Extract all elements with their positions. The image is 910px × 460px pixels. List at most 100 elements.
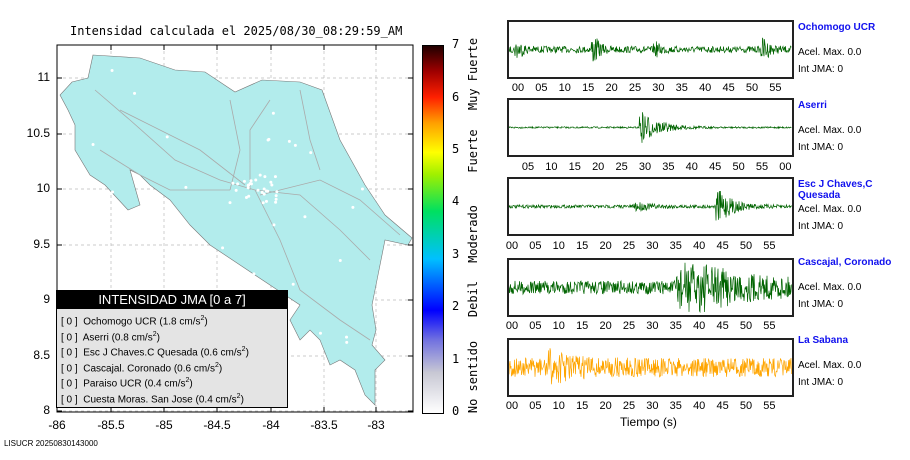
- station-dot: [232, 78, 236, 82]
- legend-row: [ 0 ] Aserri (0.8 cm/s2): [61, 330, 160, 343]
- time-tick-label: 05: [529, 320, 542, 332]
- time-tick-label: 45: [716, 320, 729, 332]
- station-dot: [260, 190, 264, 194]
- station-dot: [293, 143, 297, 147]
- time-tick-label: 40: [699, 82, 712, 94]
- colorbar-tick: 7: [452, 37, 460, 52]
- time-tick-label: 20: [599, 400, 612, 412]
- time-tick-label: 30: [652, 82, 665, 94]
- time-tick-label: 10: [558, 82, 571, 94]
- legend-row: [ 0 ] Esc J Chaves.C Quesada (0.6 cm/s2): [61, 346, 249, 359]
- time-tick-label: 50: [739, 320, 753, 332]
- legend-exponent: 2: [236, 392, 241, 400]
- intensity-colorbar: [422, 45, 444, 414]
- station-name: Aserri: [798, 100, 827, 111]
- time-tick-label: 15: [576, 240, 589, 252]
- waveform-trace: [508, 348, 792, 385]
- waveform-trace: [508, 262, 792, 314]
- legend-station: Ochomogo UCR (1.8 cm/s: [83, 316, 201, 328]
- station-dot: [318, 331, 322, 335]
- time-tick-label: 05: [535, 82, 548, 94]
- waveform-line: [508, 190, 792, 221]
- time-tick-label: 20: [605, 82, 618, 94]
- colorbar-tick: 0: [452, 404, 460, 418]
- legend-intensity: [ 0 ]: [61, 331, 78, 343]
- road: [99, 149, 230, 191]
- legend-station: Aserri (0.8 cm/s: [82, 331, 153, 343]
- legend-station: Cuesta Moras. San Jose (0.4 cm/s: [83, 393, 237, 405]
- max-acceleration: Acel. Max. 0.0: [798, 282, 862, 293]
- legend-intensity: [ 0 ]: [61, 316, 78, 328]
- time-tick-label: 50: [745, 82, 759, 94]
- costa-rica-land: [59, 54, 413, 406]
- x-axis-label: Tiempo (s): [620, 415, 677, 429]
- colorbar-tick: 4: [452, 194, 460, 209]
- time-tick-label: 35: [669, 240, 682, 252]
- time-tick-label: 30: [638, 161, 652, 173]
- x-tick-label: -83: [367, 418, 385, 432]
- time-tick-label: 55: [755, 161, 769, 173]
- time-tick-label: 05: [521, 161, 535, 173]
- waveform-panel: [507, 177, 794, 236]
- time-tick-label: 15: [576, 400, 589, 412]
- time-tick-label: 05: [529, 240, 542, 252]
- station-dot: [234, 188, 238, 192]
- legend-exponent: 2: [200, 315, 205, 322]
- station-dot: [231, 181, 235, 185]
- waveform-trace: [508, 190, 792, 221]
- road: [254, 189, 371, 341]
- waveform-line: [508, 112, 792, 143]
- time-tick-label: 35: [669, 320, 682, 332]
- waveform-panel: [507, 338, 794, 397]
- station-dot: [122, 215, 126, 219]
- time-tick-label: 30: [646, 400, 659, 412]
- x-tick-label: -85: [155, 418, 173, 432]
- time-tick-label: 45: [716, 400, 729, 412]
- intensity-legend: INTENSIDAD JMA [0 a 7] [ 0 ] Ochomogo UC…: [56, 290, 288, 408]
- waveform-line: [508, 262, 792, 314]
- station-dot: [264, 199, 268, 203]
- station-dot: [271, 111, 275, 115]
- waveform-line: [508, 37, 792, 62]
- waveform-panel: [507, 98, 794, 157]
- station-dot: [246, 186, 250, 190]
- station-dot: [287, 139, 291, 143]
- time-tick-label: 35: [662, 161, 675, 173]
- time-tick-label: 25: [622, 400, 636, 412]
- station-dot: [291, 282, 295, 286]
- time-tick-label: 00: [505, 240, 519, 252]
- jma-intensity: Int JMA: 0: [798, 377, 844, 388]
- station-dot: [246, 183, 250, 187]
- time-tick-label: 15: [582, 82, 595, 94]
- road: [119, 109, 246, 186]
- x-tick-label: -83.5: [310, 418, 338, 432]
- legend-station: Esc J Chaves.C Quesada (0.6 cm/s: [83, 347, 242, 359]
- time-tick-label: 25: [622, 240, 636, 252]
- station-dot: [249, 179, 253, 183]
- station-dot: [360, 187, 364, 191]
- station-dot: [267, 137, 271, 141]
- road: [259, 179, 401, 236]
- station-dot: [149, 237, 153, 241]
- footer-id: LISUCR 20250830143000: [4, 439, 98, 448]
- station-dot: [184, 227, 188, 231]
- time-tick-label: 00: [779, 161, 792, 173]
- map-title: Intensidad calculada el 2025/08/30_08:29…: [70, 24, 403, 38]
- time-tick-label: 30: [646, 240, 659, 252]
- y-tick-label: 8.5: [33, 348, 50, 362]
- colorbar-tick: 6: [452, 89, 460, 104]
- max-acceleration: Acel. Max. 0.0: [798, 360, 862, 371]
- colorbar-label: Muy Fuerte: [466, 37, 480, 111]
- station-dot: [111, 190, 115, 194]
- colorbar-tick: 1: [452, 351, 460, 366]
- time-tick-label: 35: [675, 82, 688, 94]
- time-tick-label: 40: [693, 400, 706, 412]
- x-tick-label: -84.5: [203, 418, 231, 432]
- road: [229, 99, 241, 191]
- time-tick-label: 20: [592, 161, 605, 173]
- time-tick-label: 45: [716, 240, 729, 252]
- time-tick-label: 55: [763, 320, 776, 332]
- station-dot: [248, 182, 252, 186]
- time-tick-label: 50: [732, 161, 745, 173]
- time-tick-label: 25: [628, 82, 642, 94]
